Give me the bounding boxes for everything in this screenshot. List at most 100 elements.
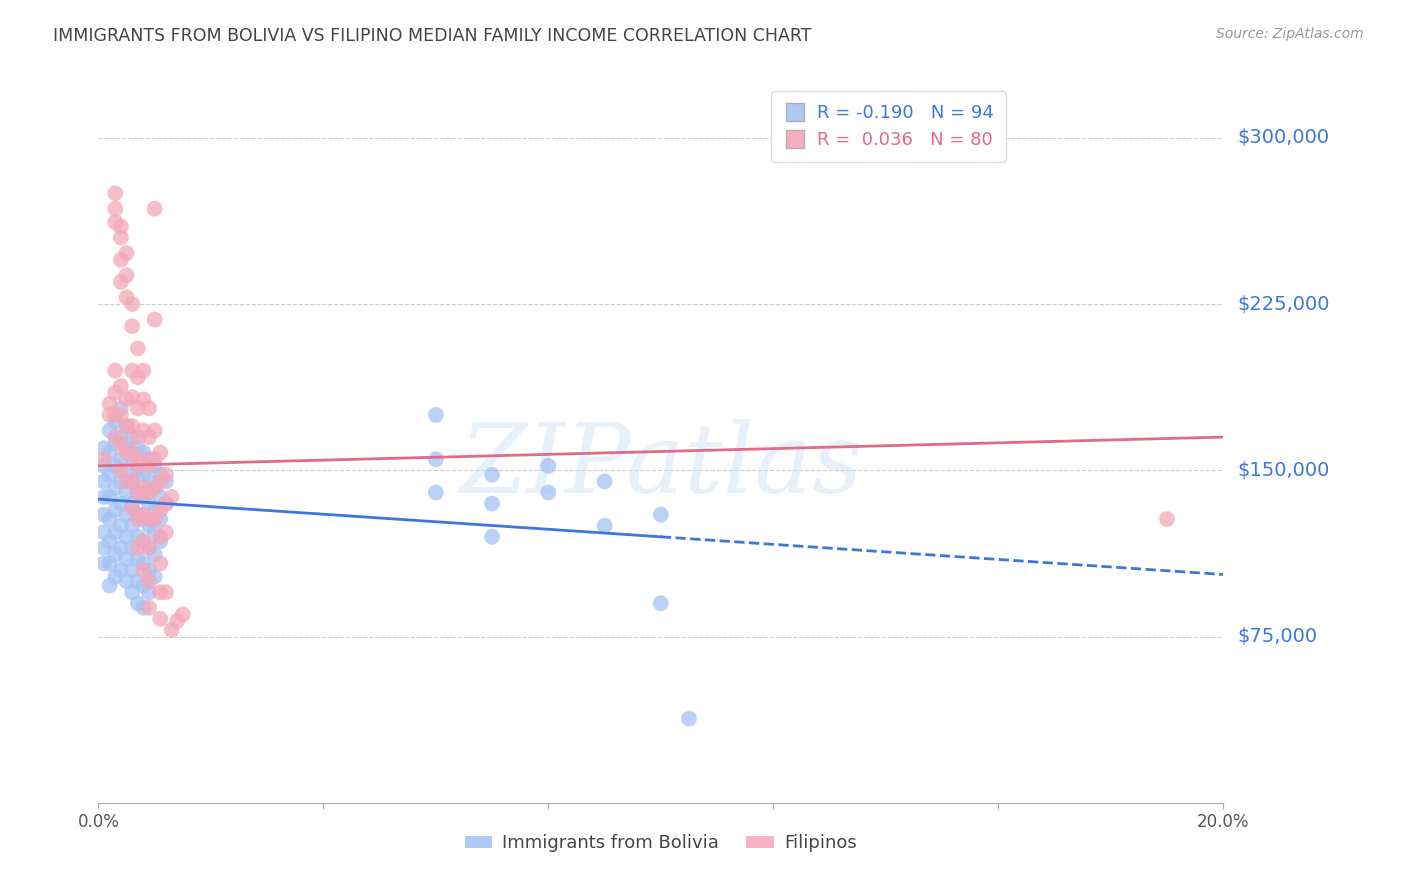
Point <box>93 475 115 489</box>
Point <box>121 445 143 459</box>
Point <box>143 525 166 540</box>
Point <box>132 481 155 495</box>
Point <box>138 430 160 444</box>
Point <box>537 458 560 473</box>
Point <box>143 481 166 495</box>
Point <box>115 485 138 500</box>
Point <box>121 475 143 489</box>
Point <box>104 436 127 450</box>
Point <box>138 452 160 467</box>
Point <box>138 541 160 555</box>
Point <box>149 612 172 626</box>
Point <box>110 563 132 577</box>
Point <box>132 600 155 615</box>
Point <box>149 557 172 571</box>
Point <box>115 475 138 489</box>
Point <box>121 390 143 404</box>
Point <box>481 530 503 544</box>
Point <box>115 552 138 566</box>
Point <box>115 419 138 434</box>
Point <box>93 525 115 540</box>
Point <box>650 508 672 522</box>
Point <box>115 392 138 407</box>
Point <box>110 475 132 489</box>
Point <box>138 585 160 599</box>
Point <box>110 408 132 422</box>
Point <box>155 467 177 482</box>
Point <box>481 467 503 482</box>
Point <box>132 392 155 407</box>
Legend: Immigrants from Bolivia, Filipinos: Immigrants from Bolivia, Filipinos <box>457 827 865 860</box>
Point <box>1156 512 1178 526</box>
Point <box>160 490 183 504</box>
Point <box>121 497 143 511</box>
Point <box>138 475 160 489</box>
Point <box>132 563 155 577</box>
Point <box>127 541 149 555</box>
Point <box>143 548 166 562</box>
Point <box>143 512 166 526</box>
Point <box>425 452 447 467</box>
Point <box>104 548 127 562</box>
Point <box>138 574 160 589</box>
Point <box>127 401 149 416</box>
Point <box>110 379 132 393</box>
Point <box>104 363 127 377</box>
Point <box>132 363 155 377</box>
Point <box>121 430 143 444</box>
Point <box>149 503 172 517</box>
Point <box>115 419 138 434</box>
Point <box>115 508 138 522</box>
Text: $150,000: $150,000 <box>1237 461 1330 480</box>
Point <box>143 312 166 326</box>
Point <box>678 712 700 726</box>
Point <box>132 490 155 504</box>
Point <box>149 530 172 544</box>
Point <box>115 530 138 544</box>
Point <box>104 215 127 229</box>
Point <box>121 518 143 533</box>
Point <box>115 463 138 477</box>
Point <box>149 467 172 482</box>
Point <box>425 408 447 422</box>
Point <box>132 424 155 438</box>
Point <box>110 252 132 267</box>
Point <box>121 319 143 334</box>
Point <box>138 563 160 577</box>
Point <box>593 475 616 489</box>
Point <box>115 268 138 283</box>
Point <box>143 458 166 473</box>
Point <box>98 424 121 438</box>
Point <box>127 441 149 455</box>
Point <box>121 452 143 467</box>
Point <box>121 501 143 516</box>
Point <box>138 541 160 555</box>
Point <box>98 467 121 482</box>
Point <box>127 574 149 589</box>
Point <box>98 397 121 411</box>
Point <box>121 475 143 489</box>
Point <box>127 430 149 444</box>
Point <box>138 401 160 416</box>
Point <box>138 600 160 615</box>
Point <box>121 297 143 311</box>
Point <box>93 490 115 504</box>
Point <box>155 497 177 511</box>
Point <box>132 445 155 459</box>
Point <box>93 441 115 455</box>
Point <box>425 485 447 500</box>
Point <box>149 445 172 459</box>
Text: ZIPatlas: ZIPatlas <box>460 419 862 513</box>
Point <box>593 518 616 533</box>
Point <box>132 578 155 592</box>
Point <box>143 424 166 438</box>
Point <box>155 585 177 599</box>
Point <box>127 530 149 544</box>
Text: $75,000: $75,000 <box>1237 627 1317 646</box>
Point <box>104 481 127 495</box>
Point <box>110 230 132 244</box>
Point <box>138 458 160 473</box>
Point <box>104 415 127 429</box>
Point <box>127 512 149 526</box>
Point <box>110 436 132 450</box>
